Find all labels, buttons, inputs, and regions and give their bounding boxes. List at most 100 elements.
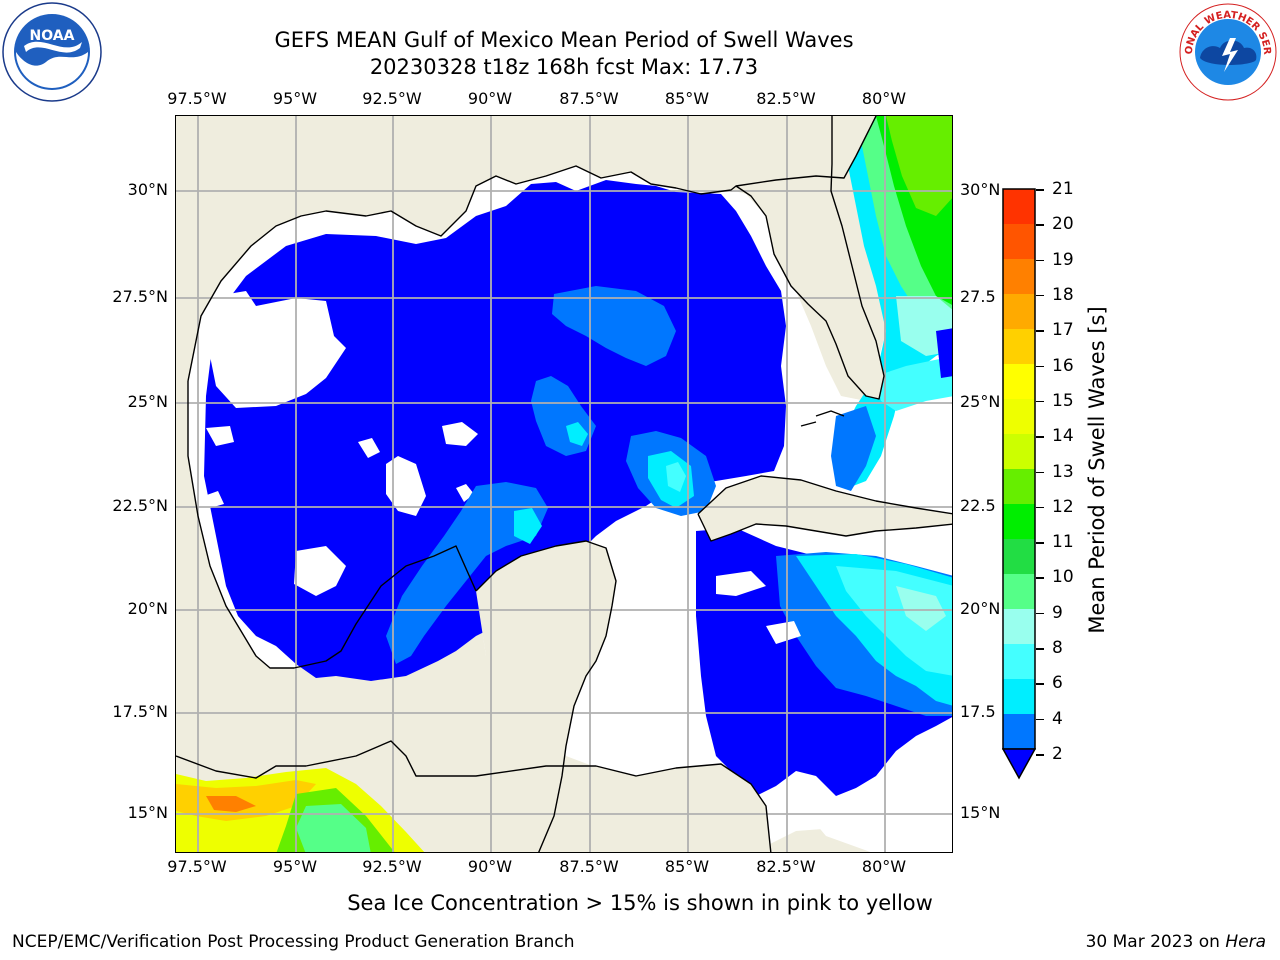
- colorbar-tick-label: 19: [1052, 249, 1074, 270]
- colorbar-tick: [1036, 365, 1044, 368]
- florida-land: [736, 116, 884, 399]
- colorbar-swatch: [1003, 189, 1035, 225]
- bottom-tick-label: 92.5°W: [362, 857, 422, 876]
- colorbar-tick: [1036, 683, 1044, 685]
- swell-8s-atlantic: [876, 356, 952, 411]
- left-tick-label: 15°N: [127, 803, 168, 822]
- noaa-logo: NOAA: [2, 2, 102, 102]
- colorbar-tick: [1036, 224, 1044, 226]
- colorbar-tick-label: 13: [1052, 461, 1074, 482]
- colorbar-swatch: [1003, 574, 1035, 610]
- swell-4s-bahamas: [831, 406, 876, 491]
- colorbar-swatches: [1003, 189, 1035, 750]
- colorbar-tick-label: 17: [1052, 320, 1074, 341]
- colorbar-title: Mean Period of Swell Waves [s]: [1085, 306, 1109, 634]
- colorbar-tick: [1036, 506, 1044, 509]
- footer-host: Hera: [1225, 932, 1266, 952]
- colorbar-swatch: [1003, 469, 1035, 505]
- swell-10s-pacific: [296, 804, 371, 852]
- footer-date-text: 30 Mar 2023 on: [1085, 932, 1226, 952]
- colorbar-tick-label: 16: [1052, 355, 1074, 376]
- sea-ice-note: Sea Ice Concentration > 15% is shown in …: [0, 891, 1280, 915]
- no-data-area: [206, 426, 234, 446]
- footer-credit: NCEP/EMC/Verification Post Processing Pr…: [12, 932, 575, 952]
- colorbar-tick-label: 6: [1052, 673, 1063, 694]
- swell-6s-bay: [514, 508, 542, 544]
- left-tick-label: 27.5°N: [112, 287, 168, 306]
- swell-17s-pacific: [206, 796, 256, 812]
- colorbar-swatch: [1003, 504, 1035, 540]
- colorbar-tick: [1036, 400, 1044, 403]
- no-data-area: [716, 571, 766, 596]
- colorbar-tick-label: 15: [1052, 390, 1074, 411]
- right-tick-label: 30°N: [960, 180, 1001, 199]
- bottom-tick-label: 95°W: [272, 857, 318, 876]
- colorbar-swatch: [1003, 364, 1035, 400]
- colorbar-tick-label: 14: [1052, 426, 1074, 447]
- colorbar-tick: [1036, 577, 1044, 579]
- colorbar-tick-label: 9: [1052, 602, 1063, 623]
- pacific-swell-layer: [176, 768, 425, 852]
- colorbar: [1002, 188, 1036, 780]
- left-tick-label: 20°N: [127, 599, 168, 618]
- right-tick-label: 25°N: [960, 392, 1001, 411]
- right-tick-label: 22.5: [960, 496, 996, 515]
- coastline-layer: [176, 116, 952, 852]
- no-data-area: [204, 491, 224, 508]
- colorbar-tick: [1036, 189, 1044, 191]
- coastline-keys: [800, 410, 845, 427]
- no-data-area: [208, 291, 346, 408]
- grid-layer: [176, 116, 952, 852]
- right-tick-label: 27.5: [960, 287, 996, 306]
- bottom-tick-label: 97.5°W: [167, 857, 227, 876]
- map-canvas: [176, 116, 952, 852]
- colorbar-tick-label: 11: [1052, 532, 1074, 553]
- colorbar-tick-label: 2: [1052, 744, 1063, 764]
- coastline-central-america: [176, 740, 772, 852]
- colorbar-swatch: [1003, 329, 1035, 365]
- colorbar-tick-label: 4: [1052, 708, 1063, 729]
- colorbar-swatch: [1003, 644, 1035, 680]
- colorbar-tick-label: 8: [1052, 638, 1063, 659]
- no-data-area: [294, 546, 346, 596]
- footer-date: 30 Mar 2023 on Hera: [1086, 932, 1266, 952]
- coastline-florida: [735, 116, 885, 400]
- colorbar-tick-label: 20: [1052, 214, 1074, 235]
- no-data-area: [766, 621, 801, 644]
- bottom-tick-label: 90°W: [467, 857, 513, 876]
- noaa-logo-text: NOAA: [30, 28, 75, 44]
- left-tick-label: 22.5°N: [112, 496, 168, 515]
- coastline-north-gulf: [187, 116, 877, 382]
- colorbar-swatch: [1003, 714, 1035, 750]
- no-data-area: [442, 422, 478, 446]
- left-tick-label: 17.5°N: [112, 702, 168, 721]
- colorbar-swatch: [1003, 224, 1035, 260]
- colorbar-tick: [1036, 612, 1044, 615]
- top-tick-label: 82.5°W: [756, 89, 816, 108]
- top-tick-label: 80°W: [861, 89, 907, 108]
- right-tick-label: 15°N: [960, 803, 1001, 822]
- nws-logo: NATIONAL WEATHER SERVICE: [1178, 2, 1277, 101]
- colorbar-swatch: [1003, 679, 1035, 715]
- swell-6s-central: [566, 422, 588, 446]
- colorbar-tick: [1036, 718, 1044, 721]
- swell-8s-core: [666, 462, 686, 492]
- top-tick-label: 85°W: [664, 89, 710, 108]
- top-tick-label: 95°W: [272, 89, 318, 108]
- swell-16s-pacific: [176, 780, 316, 821]
- colorbar-tick: [1036, 330, 1044, 332]
- no-data-area: [358, 438, 380, 458]
- cuba-land: [698, 476, 952, 541]
- colorbar-tick: [1036, 754, 1044, 756]
- map-panel: [175, 115, 953, 853]
- left-tick-label: 30°N: [127, 180, 168, 199]
- coastline-mexico: [187, 381, 477, 669]
- top-tick-label: 90°W: [467, 89, 513, 108]
- colorbar-tick: [1036, 648, 1044, 650]
- right-tick-label: 20°N: [960, 599, 1001, 618]
- no-data-area: [261, 314, 286, 341]
- colorbar-swatch: [1003, 539, 1035, 575]
- colorbar-swatch: [1003, 259, 1035, 295]
- colorbar-swatch: [1003, 434, 1035, 470]
- coastline-cuba: [697, 475, 952, 542]
